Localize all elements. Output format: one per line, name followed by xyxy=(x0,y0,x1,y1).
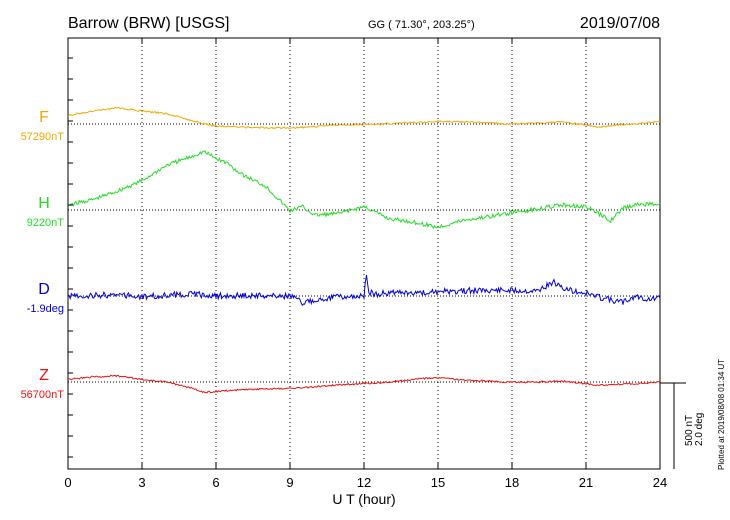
series-baseline-label-D: -1.9deg xyxy=(27,303,64,315)
series-line-Z xyxy=(67,374,661,394)
series-line-H xyxy=(67,150,661,229)
series-line-D xyxy=(67,275,661,307)
station-title: Barrow (BRW) [USGS] xyxy=(68,15,230,32)
scale-deg-label: 2.0 deg xyxy=(694,413,705,446)
series-name-F: F xyxy=(39,109,49,126)
x-tick-label: 0 xyxy=(64,475,71,490)
series-name-H: H xyxy=(38,195,50,212)
x-tick-label: 24 xyxy=(653,475,667,490)
series-group xyxy=(67,106,661,394)
series-name-Z: Z xyxy=(39,367,49,384)
x-tick-label: 3 xyxy=(138,475,145,490)
date-label: 2019/07/08 xyxy=(580,15,660,32)
plotted-timestamp: Plotted at 2019/08/08 01:34 UT xyxy=(717,359,726,470)
series-baseline-label-Z: 56700nT xyxy=(21,389,65,401)
x-tick-label: 9 xyxy=(286,475,293,490)
grid-lines xyxy=(141,38,587,469)
coordinates-label: GG ( 71.30°, 203.25°) xyxy=(368,19,475,31)
series-baseline-label-H: 9220nT xyxy=(27,217,65,229)
x-axis-label: U T (hour) xyxy=(332,491,395,507)
series-name-D: D xyxy=(38,281,50,298)
x-tick-label: 15 xyxy=(431,475,445,490)
series-line-F xyxy=(67,106,661,130)
x-tick-label: 21 xyxy=(579,475,593,490)
x-tick-label: 12 xyxy=(357,475,371,490)
x-tick-label: 6 xyxy=(212,475,219,490)
series-baseline-label-F: 57290nT xyxy=(21,131,65,143)
x-tick-label: 18 xyxy=(505,475,519,490)
scale-nt-label: 500 nT xyxy=(684,415,695,446)
x-ticks: 0 3 6 9 12 15 18 21 24 xyxy=(64,38,667,490)
series-labels: F 57290nT H 9220nT D -1.9deg Z 56700nT xyxy=(21,109,65,401)
